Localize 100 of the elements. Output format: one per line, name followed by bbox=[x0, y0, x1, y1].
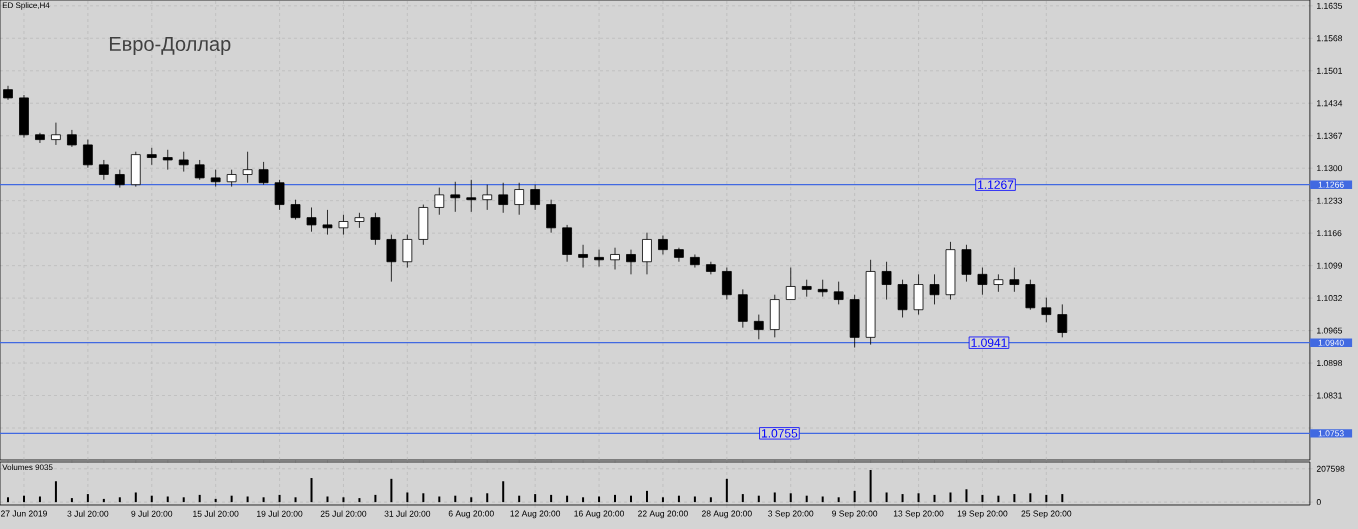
bar bbox=[645, 490, 648, 503]
candlestick bbox=[977, 267, 988, 296]
ref-line-label: 1.0753 bbox=[1318, 430, 1344, 437]
candlestick bbox=[721, 267, 732, 300]
candlestick bbox=[338, 214, 349, 235]
candlestick bbox=[690, 254, 700, 268]
candlestick bbox=[753, 314, 764, 340]
y-tick-label: 1.0965 bbox=[1317, 327, 1343, 334]
x-tick-label: 3 Jul 20:00 bbox=[67, 510, 109, 517]
bar bbox=[214, 498, 217, 503]
bar bbox=[1045, 494, 1048, 503]
bar bbox=[614, 494, 617, 503]
bar bbox=[246, 496, 249, 503]
bar bbox=[486, 493, 489, 503]
bar bbox=[869, 470, 872, 503]
bar bbox=[566, 495, 569, 503]
y-tick-label: 1.1233 bbox=[1317, 197, 1343, 204]
bar bbox=[198, 494, 201, 503]
bar bbox=[470, 497, 473, 503]
bar bbox=[406, 492, 409, 503]
candlestick bbox=[386, 234, 397, 283]
y-tick-label: 1.1635 bbox=[1317, 2, 1343, 9]
candlestick bbox=[785, 267, 796, 300]
candlestick bbox=[1025, 279, 1036, 311]
candlestick bbox=[258, 161, 269, 186]
candlestick bbox=[642, 232, 652, 275]
bar bbox=[981, 494, 984, 503]
bar bbox=[757, 495, 760, 503]
bar bbox=[598, 496, 601, 503]
y-tick-label: 1.1367 bbox=[1317, 132, 1342, 139]
candlestick bbox=[929, 273, 940, 305]
candlestick bbox=[194, 159, 205, 181]
bar bbox=[837, 497, 840, 503]
bar bbox=[358, 498, 361, 503]
bar bbox=[630, 495, 632, 503]
candlestick bbox=[242, 151, 253, 184]
bar bbox=[1029, 493, 1032, 503]
bar bbox=[342, 497, 345, 503]
annotation: 1.0941 bbox=[971, 338, 1007, 347]
candlestick bbox=[146, 147, 157, 166]
y-tick-label: 1.0898 bbox=[1317, 360, 1343, 367]
bar bbox=[502, 481, 505, 503]
bar bbox=[518, 495, 521, 503]
candlestick bbox=[578, 244, 588, 268]
bar bbox=[677, 495, 680, 503]
bar bbox=[1013, 494, 1016, 503]
candlestick bbox=[466, 179, 477, 213]
y-tick-label: 1.1166 bbox=[1317, 230, 1342, 237]
bar bbox=[582, 497, 585, 503]
bar bbox=[709, 497, 712, 503]
bar bbox=[949, 492, 952, 503]
x-tick-label: 3 Sep 20:00 bbox=[768, 510, 814, 519]
x-tick-label: 19 Sep 20:00 bbox=[957, 510, 1008, 519]
candlestick bbox=[322, 209, 333, 235]
x-tick-label: 12 Aug 20:00 bbox=[510, 510, 561, 519]
candlestick bbox=[434, 187, 445, 216]
candlestick bbox=[658, 235, 668, 255]
bar bbox=[118, 497, 121, 503]
bar bbox=[38, 496, 41, 503]
candlestick bbox=[83, 139, 93, 169]
candlestick bbox=[482, 184, 493, 211]
bar bbox=[70, 498, 73, 503]
x-tick-label: 15 Jul 20:00 bbox=[193, 510, 239, 517]
candlestick bbox=[162, 149, 173, 171]
candlestick bbox=[498, 182, 509, 214]
annotation: Евро-Доллар bbox=[109, 37, 231, 55]
candlestick bbox=[674, 247, 684, 263]
x-tick-label: 13 Sep 20:00 bbox=[893, 510, 944, 519]
bar bbox=[821, 496, 824, 503]
bar bbox=[741, 494, 744, 503]
bar bbox=[7, 497, 9, 503]
bar bbox=[374, 494, 377, 503]
bar bbox=[853, 490, 856, 503]
bar bbox=[933, 494, 936, 503]
bar bbox=[294, 497, 297, 503]
bar bbox=[166, 496, 169, 503]
candlestick bbox=[51, 122, 61, 146]
bar bbox=[326, 496, 329, 503]
x-tick-label: 22 Aug 20:00 bbox=[638, 510, 688, 519]
bar bbox=[230, 495, 233, 503]
x-tick-label: 31 Jul 20:00 bbox=[384, 510, 431, 517]
x-tick-label: 28 Aug 20:00 bbox=[701, 510, 752, 519]
candlestick bbox=[290, 199, 301, 220]
chart-title: ED Splice,H4 bbox=[2, 2, 50, 10]
candlestick bbox=[35, 132, 45, 144]
annotation: 1.0755 bbox=[761, 429, 798, 438]
x-tick-label: 16 Aug 20:00 bbox=[574, 510, 624, 519]
y-tick-label: 1.1568 bbox=[1317, 35, 1343, 42]
bar bbox=[661, 497, 664, 503]
candlestick bbox=[1041, 297, 1052, 323]
bar bbox=[310, 478, 313, 503]
candlestick bbox=[402, 234, 413, 268]
candlestick bbox=[594, 249, 604, 267]
bar bbox=[1061, 494, 1064, 503]
y-tick-label: 1.1099 bbox=[1317, 262, 1343, 269]
bar bbox=[22, 495, 25, 503]
bar bbox=[997, 495, 1000, 503]
bar bbox=[965, 489, 968, 503]
candlestick bbox=[833, 281, 844, 305]
candlestick bbox=[514, 182, 525, 216]
